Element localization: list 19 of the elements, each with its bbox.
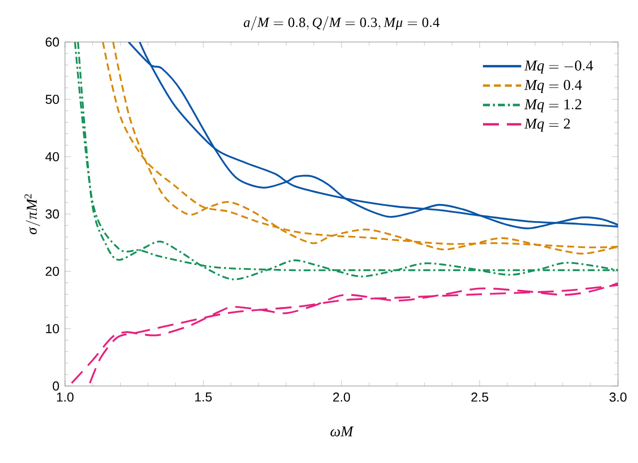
y-tick-label: 60 — [46, 37, 59, 47]
x-tick-label: 1.0 — [56, 392, 74, 402]
y-tick-label: 50 — [46, 94, 59, 104]
x-tick-label: 2.0 — [333, 392, 350, 402]
y-tick-label: 30 — [46, 209, 59, 219]
y-tick-label: 20 — [46, 266, 59, 276]
legend-label: $Mq=1.2$ — [524, 99, 582, 112]
x-axis-title: $\omega M$ — [330, 426, 354, 436]
legend-label: $Mq=0.4$ — [524, 80, 582, 94]
y-tick-label: 40 — [45, 152, 59, 162]
x-tick-label: 2.5 — [471, 392, 488, 402]
x-tick-label: 3.0 — [610, 392, 627, 402]
y-axis-title: $\sigma/\pi M^2$ — [24, 194, 40, 234]
y-tick-label: 10 — [46, 324, 59, 334]
legend-label: $Mq=-0.4$ — [524, 60, 594, 74]
legend-label: $Mq=2$ — [524, 118, 570, 132]
y-tick-label: 0 — [52, 381, 59, 391]
x-tick-label: 1.5 — [195, 392, 212, 402]
chart-title: $a/M=0.8, Q/M=0.3, M\mu=0.4$ — [244, 16, 440, 31]
